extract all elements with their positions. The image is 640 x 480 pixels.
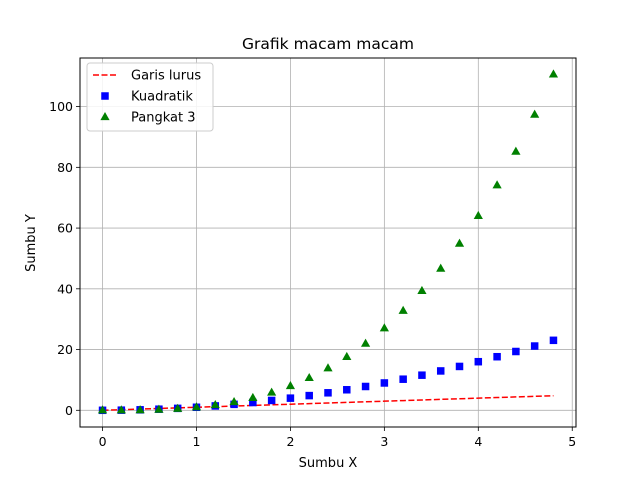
square-point (399, 375, 407, 383)
square-point (380, 379, 389, 387)
square-point (343, 386, 351, 394)
triangle-point (473, 210, 483, 220)
square-point (361, 382, 370, 391)
y-tick-label: 100 (49, 99, 73, 114)
grid-layer (80, 58, 576, 427)
square-point (324, 389, 332, 397)
plot-frame (79, 57, 577, 428)
legend-label: Kuadratik (131, 90, 193, 105)
triangle-point (492, 180, 502, 189)
x-tick-label: 5 (568, 434, 576, 449)
legend-label: Garis lurus (131, 69, 201, 84)
series-2 (97, 69, 559, 414)
legend: Garis lurus Kuadratik Pangkat 3 (86, 62, 214, 132)
legend-label: Pangkat 3 (131, 111, 195, 126)
triangle-point (154, 404, 164, 413)
triangle-point (511, 146, 521, 155)
triangle-point (398, 305, 408, 314)
square-point (436, 367, 445, 375)
square-point (493, 352, 501, 361)
tick-layer: 0 1 2 3 4 5 0 20 40 60 80 100 (49, 99, 576, 449)
triangle-point (191, 402, 202, 411)
legend-square-swatch (101, 92, 109, 100)
square-point (474, 357, 483, 366)
triangle-point (135, 405, 145, 414)
square-point (512, 347, 520, 356)
series-0 (102, 394, 554, 412)
triangle-point (417, 285, 427, 295)
triangle-point (210, 400, 220, 409)
triangle-point (454, 238, 465, 247)
square-point (249, 398, 257, 407)
y-tick-label: 60 (57, 221, 73, 236)
legend-box (86, 62, 214, 132)
triangle-point (229, 396, 239, 406)
triangle-point (379, 323, 389, 332)
triangle-point (285, 381, 296, 390)
series-layer (97, 69, 559, 415)
triangle-point (323, 363, 333, 372)
x-tick-label: 3 (380, 434, 388, 449)
triangle-point (360, 338, 371, 347)
triangle-point (173, 403, 183, 412)
square-point (549, 336, 558, 345)
triangle-point (342, 351, 352, 361)
line-series-path (102, 394, 554, 412)
square-point (286, 394, 295, 402)
triangle-point (248, 392, 258, 401)
x-tick-label: 1 (193, 434, 201, 449)
triangle-point (116, 405, 126, 414)
square-point (267, 396, 276, 405)
square-point (305, 391, 313, 400)
y-tick-label: 80 (57, 160, 73, 175)
triangle-point (97, 405, 108, 414)
chart-title: Grafik macam macam (242, 35, 414, 53)
square-point (530, 342, 539, 350)
square-point (418, 371, 426, 379)
triangle-point (304, 372, 314, 382)
y-axis-label: Sumbu Y (24, 214, 39, 272)
y-tick-label: 0 (65, 403, 73, 418)
y-tick-label: 40 (57, 281, 73, 296)
triangle-point (548, 69, 559, 78)
x-axis-label: Sumbu X (299, 456, 358, 471)
x-tick-label: 4 (474, 434, 482, 449)
x-tick-label: 0 (99, 434, 107, 449)
triangle-point (436, 263, 446, 272)
y-tick-label: 20 (57, 342, 73, 357)
legend-triangle-swatch (100, 112, 110, 121)
square-point (455, 362, 464, 371)
triangle-point (530, 109, 540, 118)
triangle-point (267, 387, 277, 396)
x-tick-label: 2 (286, 434, 294, 449)
